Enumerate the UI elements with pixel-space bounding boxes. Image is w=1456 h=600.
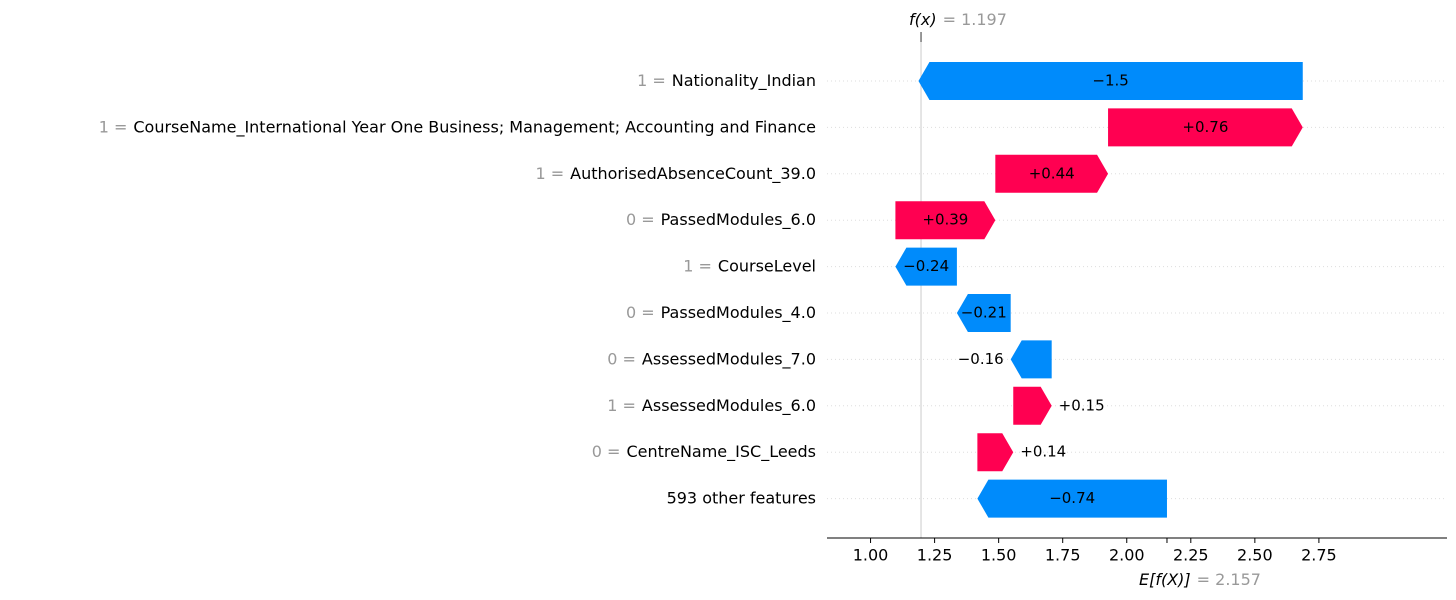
feature-value: 1 = bbox=[99, 117, 128, 136]
value-label: −0.21 bbox=[961, 304, 1007, 322]
bar bbox=[895, 201, 996, 240]
bar bbox=[956, 294, 1011, 332]
value-label: +0.76 bbox=[1182, 118, 1228, 136]
feature-label: 0 = PassedModules_6.0 bbox=[626, 210, 816, 230]
feature-label: 1 = CourseName_International Year One Bus… bbox=[99, 117, 816, 137]
base-annotation: E[f(X)] = 2.157 bbox=[1139, 570, 1261, 589]
value-label: +0.44 bbox=[1029, 164, 1075, 182]
feature-name: CourseLevel bbox=[718, 256, 816, 275]
feature-name: Nationality_Indian bbox=[672, 71, 816, 91]
x-tick-label: 2.00 bbox=[1109, 546, 1145, 565]
bar bbox=[1010, 340, 1052, 379]
feature-name: 593 other features bbox=[667, 488, 816, 507]
feature-label: 593 other features bbox=[667, 488, 816, 507]
x-tick-label: 1.25 bbox=[917, 546, 953, 565]
feature-label: 1 = Nationality_Indian bbox=[637, 71, 816, 91]
output-value: = 1.197 bbox=[943, 10, 1007, 29]
bar bbox=[977, 433, 1014, 472]
x-tick-label: 2.25 bbox=[1173, 546, 1209, 565]
feature-name: CourseName_International Year One Busine… bbox=[133, 117, 816, 137]
value-label: +0.39 bbox=[922, 211, 968, 229]
feature-value: 0 = bbox=[626, 303, 655, 322]
bar bbox=[977, 479, 1167, 518]
feature-value: 0 = bbox=[607, 349, 636, 368]
bar bbox=[995, 154, 1109, 193]
value-label: −1.5 bbox=[1092, 72, 1128, 90]
feature-name: AssessedModules_6.0 bbox=[642, 395, 816, 415]
value-label: +0.14 bbox=[1020, 443, 1066, 461]
feature-value: 1 = bbox=[637, 71, 666, 90]
value-label: −0.16 bbox=[958, 350, 1004, 368]
x-tick-label: 2.50 bbox=[1237, 546, 1273, 565]
feature-value: 1 = bbox=[607, 395, 636, 414]
feature-value: 1 = bbox=[683, 256, 712, 275]
value-label: +0.15 bbox=[1059, 396, 1105, 414]
x-tick-label: 1.50 bbox=[981, 546, 1017, 565]
feature-name: AssessedModules_7.0 bbox=[642, 349, 816, 369]
feature-label: 0 = AssessedModules_7.0 bbox=[607, 349, 816, 369]
value-label: −0.74 bbox=[1049, 489, 1095, 507]
base-label: E[f(X)] bbox=[1139, 570, 1191, 589]
x-tick-label: 1.00 bbox=[853, 546, 889, 565]
feature-label: 1 = CourseLevel bbox=[683, 256, 816, 275]
x-tick-label: 1.75 bbox=[1045, 546, 1081, 565]
feature-name: PassedModules_6.0 bbox=[661, 210, 816, 230]
feature-value: 0 = bbox=[626, 210, 655, 229]
output-label: f(x) bbox=[909, 10, 937, 29]
output-annotation: f(x) = 1.197 bbox=[909, 10, 1007, 29]
feature-name: CentreName_ISC_Leeds bbox=[626, 442, 816, 462]
bar bbox=[1013, 386, 1052, 425]
feature-name: PassedModules_4.0 bbox=[661, 303, 816, 323]
bar bbox=[895, 247, 957, 286]
feature-value: 0 = bbox=[592, 442, 621, 461]
value-label: −0.24 bbox=[903, 257, 949, 275]
feature-label: 0 = PassedModules_4.0 bbox=[626, 303, 816, 323]
bar bbox=[1108, 108, 1303, 147]
feature-label: 1 = AuthorisedAbsenceCount_39.0 bbox=[535, 163, 816, 183]
x-tick-label: 2.75 bbox=[1301, 546, 1337, 565]
feature-label: 1 = AssessedModules_6.0 bbox=[607, 395, 816, 415]
feature-label: 0 = CentreName_ISC_Leeds bbox=[592, 442, 816, 462]
feature-value: 1 = bbox=[535, 163, 564, 182]
bar bbox=[918, 62, 1303, 100]
base-value: = 2.157 bbox=[1197, 570, 1261, 589]
feature-name: AuthorisedAbsenceCount_39.0 bbox=[570, 163, 816, 183]
